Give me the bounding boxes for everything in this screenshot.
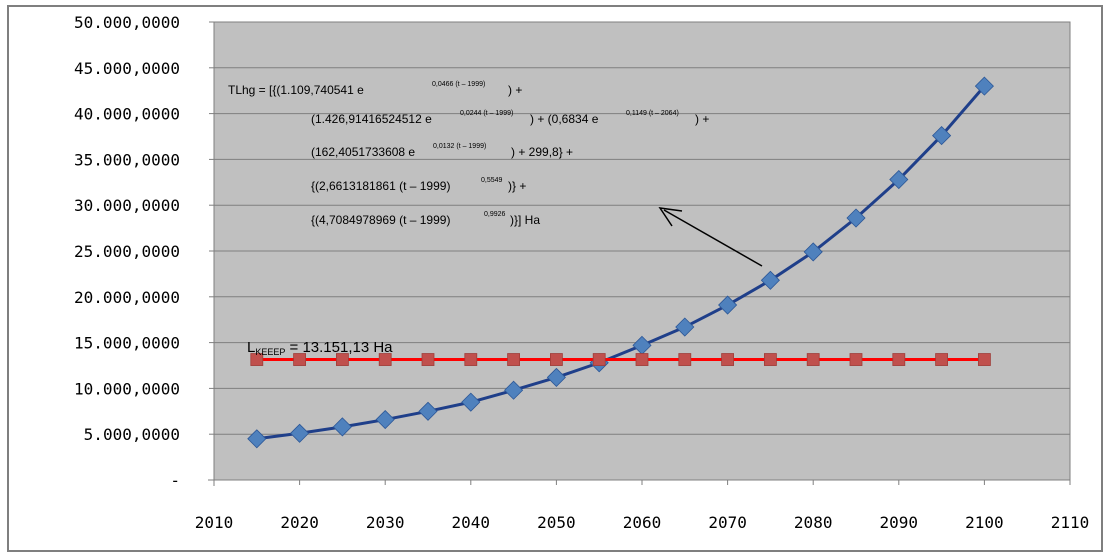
x-tick-label: 2050 xyxy=(537,513,576,532)
equation-line-2b: ) + (0,6834 e xyxy=(530,112,599,126)
equation-exp-2: 0,0244 (t – 1999) xyxy=(460,110,513,117)
series-1-point xyxy=(849,353,863,366)
arrow-head xyxy=(658,207,683,227)
gridlines xyxy=(214,21,1070,481)
x-tick-label: 2100 xyxy=(965,513,1004,532)
arrow-line xyxy=(663,209,763,267)
series-1-point xyxy=(978,353,991,366)
x-tick-label: 2030 xyxy=(366,513,405,532)
equation-line-2a: (1.426,91416524512 e xyxy=(311,112,432,126)
x-tick-label: 2080 xyxy=(794,513,833,532)
series-1-point xyxy=(721,353,734,366)
series-0-point xyxy=(247,429,267,449)
series-1-point xyxy=(250,353,264,366)
equation-line-4b: )} + xyxy=(508,179,526,193)
equation-exp-1: 0,0466 (t – 1999) xyxy=(432,81,485,88)
series-1-point xyxy=(635,353,649,366)
series-1-point xyxy=(678,353,692,366)
x-tick-label: 2090 xyxy=(880,513,919,532)
series-1-point xyxy=(507,353,521,366)
series-1-point xyxy=(421,353,435,366)
series-0-point xyxy=(504,380,524,400)
x-tick-label: 2110 xyxy=(1051,513,1090,532)
series-1-point xyxy=(764,353,777,366)
equation-line-5a: {(4,7084978969 (t – 1999) xyxy=(311,213,450,227)
annotation-arrow xyxy=(658,207,763,267)
series-0-point xyxy=(332,417,352,437)
series-0-point xyxy=(546,367,566,387)
x-tick-labels: 2010 2020 2030 2040 2050 2060 2070 2080 2090 2100… xyxy=(195,480,1090,532)
y-tick-labels: - 5.000,0000 10.000,0000 15.000,0000 20.000,… xyxy=(74,13,214,490)
equation-annotation: TLhg = [{(1.109,740541 e 0,0466 (t – 199… xyxy=(228,81,709,227)
y-tick-label: 35.000,0000 xyxy=(74,150,180,169)
equation-exp-4: 0,0132 (t – 1999) xyxy=(433,143,486,150)
equation-line-5b: )}] Ha xyxy=(510,213,540,227)
series-0-point xyxy=(418,401,438,421)
y-tick-label: 25.000,0000 xyxy=(74,242,180,261)
y-tick-label: 15.000,0000 xyxy=(74,334,180,353)
y-tick-label: 45.000,0000 xyxy=(74,59,180,78)
equation-line-3b: ) + 299,8} + xyxy=(511,145,573,159)
x-tick-label: 2060 xyxy=(623,513,662,532)
series-0-point xyxy=(803,242,823,262)
y-tick-label: 30.000,0000 xyxy=(74,196,180,215)
x-tick-label: 2020 xyxy=(280,513,319,532)
x-tick-label: 2040 xyxy=(452,513,491,532)
equation-exp-6: 0,9926 xyxy=(484,211,506,218)
x-tick-label: 2010 xyxy=(195,513,234,532)
x-tick-label: 2070 xyxy=(708,513,747,532)
series-0-point xyxy=(675,317,695,337)
y-tick-label: 40.000,0000 xyxy=(74,105,180,124)
y-tick-label: 50.000,0000 xyxy=(74,13,180,32)
series-0-point xyxy=(718,295,738,315)
series-0-point xyxy=(375,409,395,430)
series-0-point xyxy=(290,423,310,443)
equation-line-2c: ) + xyxy=(695,112,709,126)
series-1-point xyxy=(293,353,307,366)
series-0-point xyxy=(461,392,481,412)
equation-line-3a: (162,4051733608 e xyxy=(311,145,415,159)
series-0-point xyxy=(974,76,994,96)
series-0-point xyxy=(889,169,909,190)
series-1-point xyxy=(335,353,349,366)
series-1-point xyxy=(806,353,820,366)
series-1-point xyxy=(592,353,606,366)
y-tick-label: 20.000,0000 xyxy=(74,288,180,307)
axes xyxy=(208,22,1070,486)
series-group xyxy=(247,76,994,449)
y-tick-label: - xyxy=(170,471,180,490)
series-1-point xyxy=(378,353,392,366)
series-0-point xyxy=(760,270,780,290)
equation-exp-3: 0,1149 (t – 2064) xyxy=(626,110,679,117)
y-tick-label: 5.000,0000 xyxy=(84,425,180,444)
equation-exp-5: 0,5549 xyxy=(481,177,503,184)
y-tick-label: 10.000,0000 xyxy=(74,379,180,398)
equation-line-1b: ) + xyxy=(508,83,522,97)
series-1-point xyxy=(550,353,563,366)
series-1-point xyxy=(892,353,906,366)
equation-line-1a: TLhg = [{(1.109,740541 e xyxy=(228,83,364,97)
threshold-label: LKEEEP = 13.151,13 Ha xyxy=(247,339,393,357)
series-1-point xyxy=(935,353,948,366)
series-0-point xyxy=(846,208,866,228)
equation-line-4a: {(2,6613181861 (t – 1999) xyxy=(311,179,450,193)
series-1-point xyxy=(464,353,478,366)
series-0-point xyxy=(932,126,952,146)
